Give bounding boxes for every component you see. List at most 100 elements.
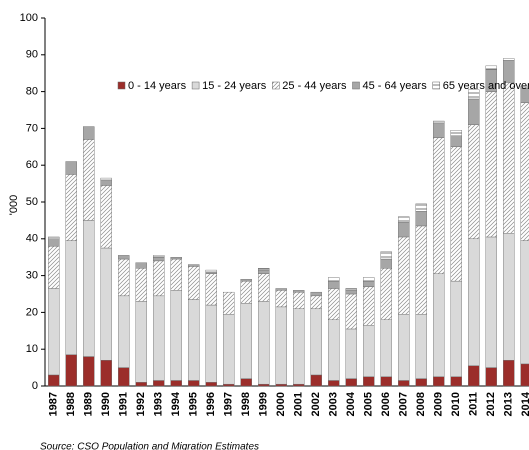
bar-segment (415, 378, 427, 387)
x-tick-label: 2002 (310, 392, 322, 416)
x-tick-label: 2000 (275, 392, 287, 416)
bar-segment (223, 291, 235, 315)
legend-swatch (432, 81, 440, 90)
bar-segment (135, 262, 147, 269)
x-tick-label: 2003 (328, 392, 340, 416)
bar-segment (223, 383, 235, 387)
bar-segment (328, 319, 340, 381)
bar-segment (48, 374, 60, 387)
bar-segment (520, 85, 529, 89)
y-tick-label: 20 (26, 306, 38, 318)
bar-segment (380, 319, 392, 378)
bar-segment (345, 288, 357, 291)
bar-segment (275, 306, 287, 385)
bar-segment (398, 216, 410, 223)
bar-segment (48, 236, 60, 240)
bar-segment (240, 378, 252, 387)
y-tick-label: 40 (26, 233, 38, 245)
bar-segment (485, 236, 497, 368)
bar-segment (293, 290, 305, 293)
bar-segment (258, 301, 270, 385)
x-tick-label: 2001 (293, 392, 305, 416)
bar-segment (380, 251, 392, 260)
bar-segment (205, 304, 217, 383)
x-tick-label: 1993 (153, 392, 165, 416)
bar-segment (48, 238, 60, 247)
x-tick-label: 2013 (503, 392, 515, 416)
bar-segment (258, 273, 270, 302)
bar-segment (205, 382, 217, 387)
x-tick-label: 2010 (450, 392, 462, 416)
x-tick-label: 1997 (223, 392, 235, 416)
bar-segment (100, 247, 112, 361)
bar-segment (153, 380, 165, 387)
bar-segment (398, 222, 410, 238)
bar-segment (433, 137, 445, 274)
bar-segment (100, 177, 112, 181)
bar-segment (223, 314, 235, 385)
bar-segment (135, 382, 147, 387)
y-tick-label: 0 (32, 380, 38, 392)
bar-segment (83, 139, 95, 221)
bar-segment (100, 360, 112, 387)
x-tick-label: 1994 (170, 391, 182, 416)
bar-segment (118, 367, 130, 387)
bar-segment (415, 210, 427, 227)
bar-segment (398, 314, 410, 381)
bar-segment (503, 360, 515, 387)
bar-segment (153, 257, 165, 262)
bar-segment (345, 293, 357, 330)
bar-segment (433, 273, 445, 378)
bar-segment (310, 295, 322, 309)
bar-segment (153, 260, 165, 297)
bar-segment (240, 279, 252, 282)
x-tick-label: 1995 (188, 392, 200, 416)
bar-segment (48, 245, 60, 289)
bar-segment (258, 269, 270, 274)
bar-segment (100, 185, 112, 249)
bar-segment (468, 238, 480, 366)
x-tick-label: 2011 (468, 392, 480, 416)
x-tick-label: 2008 (415, 392, 427, 416)
bar-segment (450, 280, 462, 377)
bar-segment (65, 174, 77, 241)
source-note: Source: CSO Population and Migration Est… (40, 442, 259, 450)
bar-segment (170, 380, 182, 387)
bar-segment (415, 314, 427, 379)
bar-segment (170, 290, 182, 381)
bar-segment (240, 280, 252, 304)
bar-segment (398, 236, 410, 315)
bar-segment (345, 378, 357, 387)
bar-segment (363, 277, 375, 282)
bar-segment (188, 380, 200, 387)
bar-segment (485, 65, 497, 70)
bar-segment (310, 308, 322, 376)
bar-segment (118, 258, 130, 297)
y-axis-label: '000 (8, 195, 20, 215)
legend-label: 45 - 64 years (363, 80, 428, 92)
bar-segment (380, 376, 392, 387)
bar-segment (520, 240, 529, 365)
legend-label: 25 - 44 years (282, 80, 347, 92)
bar-segment (433, 120, 445, 124)
y-tick-label: 60 (26, 159, 38, 171)
bar-segment (293, 291, 305, 309)
bar-segment (275, 383, 287, 387)
bar-segment (48, 288, 60, 376)
bar-segment (83, 220, 95, 357)
bar-segment (153, 295, 165, 381)
bar-segment (415, 225, 427, 315)
x-tick-label: 1989 (83, 392, 95, 416)
x-tick-label: 2004 (345, 391, 357, 416)
bar-segment (485, 367, 497, 387)
x-tick-label: 2005 (363, 392, 375, 416)
bar-segment (468, 124, 480, 240)
x-tick-label: 2009 (433, 392, 445, 416)
bar-segment (205, 269, 217, 273)
bar-segment (450, 146, 462, 282)
bar-segment (118, 295, 130, 368)
bar-segment (310, 374, 322, 387)
bar-segment (258, 383, 270, 387)
bar-segment (345, 290, 357, 295)
bar-segment (503, 82, 515, 234)
